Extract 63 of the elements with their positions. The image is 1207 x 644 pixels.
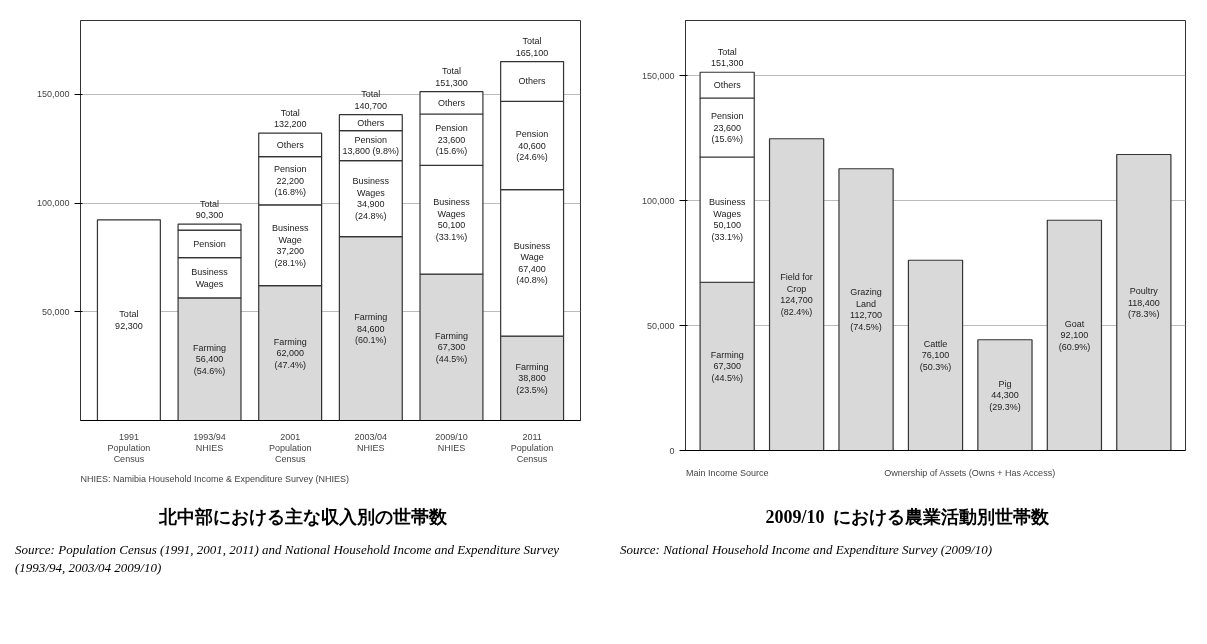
y-tick-label: 100,000 [36, 198, 70, 209]
data-label: Pension [193, 238, 226, 249]
data-label: Total 92,300 [115, 309, 143, 331]
y-tick-label: 150,000 [36, 89, 70, 100]
data-label: Goat 92,100 (60.9%) [1058, 318, 1091, 352]
source-note: Source: Population Census (1991, 2001, 2011) and National Household Income and Expenditure Survey (1993/94, 2003/04 2009/10) [15, 540, 560, 578]
total-label: Total 151,300 [435, 66, 468, 88]
data-label: Others [276, 139, 305, 150]
data-label: Cattle 76,100 (50.3%) [919, 338, 952, 372]
data-label: Others [713, 80, 742, 91]
y-tick-label: 100,000 [641, 195, 675, 206]
data-label: Pension 40,600 (24.6%) [515, 129, 549, 162]
x-tick-label: 2009/10 NHIES [435, 431, 468, 453]
total-label: Total 151,300 [710, 46, 744, 69]
data-label: Field for Crop 124,700 (82.4%) [780, 272, 813, 317]
data-label: Poultry 118,400 (78.3%) [1127, 286, 1160, 319]
data-label: Pension 22,200 (16.8%) [273, 164, 307, 198]
data-label: Farming 62,000 (47.4%) [273, 336, 307, 370]
data-label: Farming 67,300 (44.5%) [434, 330, 468, 364]
data-label: Farming 84,600 (60.1%) [354, 312, 388, 346]
total-label: Total 90,300 [195, 198, 224, 221]
data-label: Business Wages 50,100 (33.1%) [708, 197, 746, 242]
text: 2009/10 における農業活動別世帯数 [765, 506, 1050, 529]
data-label: Pig 44,300 (29.3%) [989, 378, 1021, 412]
y-tick-label: 50,000 [646, 320, 675, 331]
bar [1116, 153, 1172, 451]
x-tick-label: 2003/04 NHIES [354, 431, 388, 453]
data-label: Business Wage 67,400 (40.8%) [513, 240, 551, 286]
bar [96, 219, 161, 421]
y-tick-label: 0 [669, 445, 675, 456]
bar [1046, 219, 1103, 451]
data-label: Farming 38,800 (23.5%) [515, 361, 549, 395]
total-label: Total 140,700 [354, 89, 388, 111]
data-label: Business Wage 37,200 (28.1%) [271, 223, 309, 268]
data-label: Pension 13,800 (9.8%) [342, 134, 400, 157]
x-tick-label: 2001 Population Census [268, 431, 312, 464]
data-label: Others [518, 76, 547, 87]
data-label: Grazing Land 112,700 (74.5%) [850, 287, 882, 332]
data-label: Business Wages [191, 267, 229, 289]
data-label: Others [437, 97, 466, 108]
data-label: Others [357, 117, 385, 128]
text: NHIES: Namibia Household Income & Expenditure Survey (NHIES) [80, 473, 350, 484]
x-tick-label: 1993/94 NHIES [193, 431, 226, 453]
data-label: Farming 56,400 (54.6%) [193, 342, 227, 376]
data-label: Pension 23,600 (15.6%) [435, 123, 468, 157]
data-label: Business Wages 50,100 (33.1%) [433, 197, 471, 242]
text: Main Income Source [685, 467, 769, 478]
data-label: Farming 67,300 (44.5%) [710, 349, 744, 383]
data-label: Pension 23,600 (15.6%) [710, 111, 744, 144]
text: 北中部における主な収入別の世帯数 [158, 506, 447, 529]
bar [977, 339, 1033, 451]
y-tick-label: 150,000 [641, 70, 675, 81]
y-tick-label: 50,000 [41, 306, 70, 317]
x-tick-label: 1991 Population Census [107, 431, 151, 464]
bar [768, 138, 825, 451]
total-label: Total 132,200 [273, 107, 307, 130]
data-label: Business Wages 34,900 (24.8%) [352, 176, 390, 221]
bar [838, 168, 894, 451]
bar [907, 259, 964, 451]
x-tick-label: 2011 Population Census [510, 431, 554, 464]
text: Ownership of Assets (Owns + Has Access) [884, 467, 1056, 478]
total-label: Total 165,100 [515, 36, 549, 58]
source-note: Source: National Household Income and Expenditure Survey (2009/10) [620, 540, 992, 559]
